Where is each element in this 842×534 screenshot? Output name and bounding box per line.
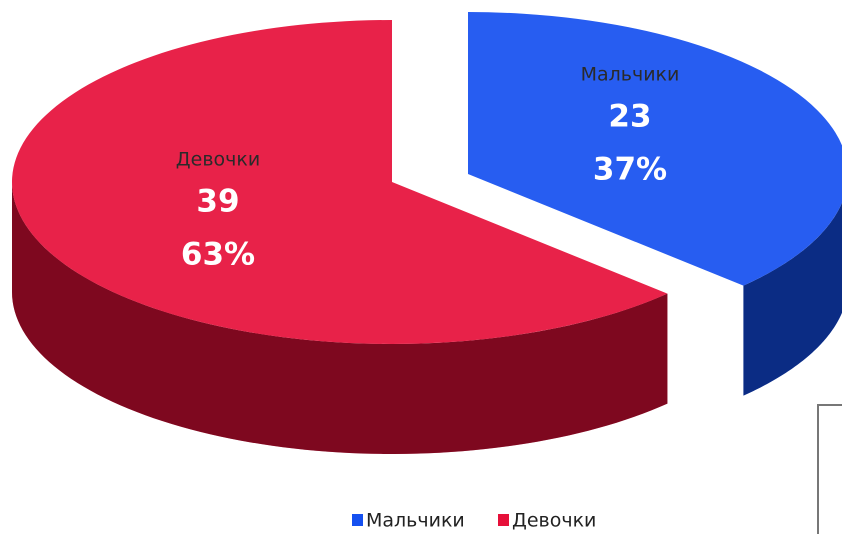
slice-side — [12, 182, 668, 454]
legend-label: Девочки — [512, 510, 596, 532]
highlight — [468, 12, 842, 286]
slice-side — [743, 202, 842, 396]
slice-percent: 63% — [181, 237, 255, 273]
slice-category: Мальчики — [581, 64, 680, 86]
slice-percent: 37% — [593, 152, 667, 188]
highlight — [12, 20, 668, 344]
shade — [12, 182, 668, 454]
slice — [12, 20, 668, 344]
frame — [817, 404, 842, 534]
shade — [743, 202, 842, 396]
slice-category: Девочки — [176, 149, 260, 171]
legend-swatch — [352, 514, 363, 526]
slice-value: 23 — [608, 99, 651, 135]
legend-swatch — [498, 514, 509, 526]
legend-label: Мальчики — [366, 510, 465, 532]
slice-value: 39 — [196, 184, 239, 220]
slice — [468, 12, 842, 286]
